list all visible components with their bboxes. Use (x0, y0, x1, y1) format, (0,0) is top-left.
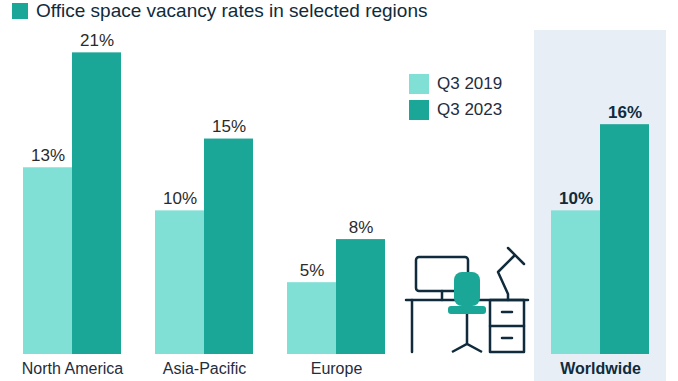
svg-text:13%: 13% (31, 146, 65, 165)
svg-text:16%: 16% (608, 103, 642, 122)
svg-text:Worldwide: Worldwide (560, 360, 641, 377)
svg-text:8%: 8% (349, 218, 374, 237)
html-text:Q3 2019: Q3 2019 (437, 74, 503, 93)
svg-text:North America: North America (22, 360, 123, 377)
svg-text:Europe: Europe (311, 360, 363, 377)
svg-text:21%: 21% (80, 31, 114, 50)
svg-text:Asia-Pacific: Asia-Pacific (163, 360, 247, 377)
svg-text:5%: 5% (300, 261, 325, 280)
svg-text:10%: 10% (163, 189, 197, 208)
svg-text:15%: 15% (212, 117, 246, 136)
html-text:Office space vacancy rates in: Office space vacancy rates in selected r… (36, 0, 428, 21)
svg-text:10%: 10% (559, 189, 593, 208)
html-text:Q3 2023: Q3 2023 (437, 100, 503, 119)
